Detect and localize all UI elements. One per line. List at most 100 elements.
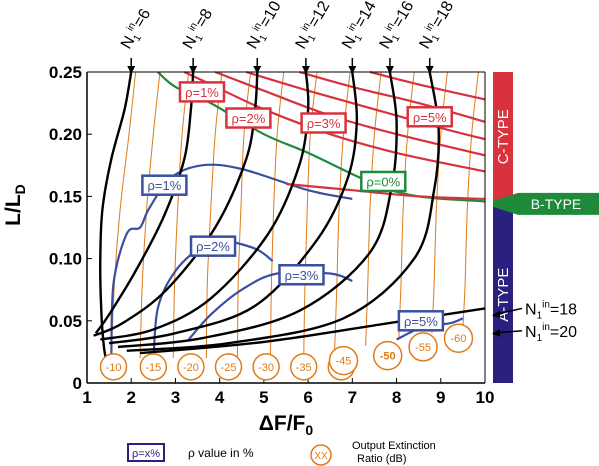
n-contour-12 bbox=[100, 71, 310, 341]
rho-curve-c-8 bbox=[298, 70, 486, 123]
y-tick-label-3: 0.15 bbox=[49, 187, 82, 206]
y-tick-label-1: 0.05 bbox=[49, 312, 82, 331]
axes: 1 2 3 4 5 6 7 8 9 10 0 0.05 0.10 0.15 0.20 0.25 ΔF/F0 L/L… bbox=[2, 63, 494, 438]
top-n-label-8: N1in=8 bbox=[178, 5, 219, 53]
x-tick-label-1: 2 bbox=[126, 388, 135, 407]
rho-label-box-2 bbox=[278, 264, 325, 286]
legend-ext-circle-text: XX bbox=[314, 451, 328, 462]
top-n-label-18: N1in=18 bbox=[415, 0, 460, 54]
rho-label-box-8 bbox=[360, 170, 407, 193]
type-band-label-0: C-TYPE bbox=[495, 109, 512, 164]
y-axis-label: L/LD bbox=[2, 184, 28, 226]
top-n-label-6: N1in=6 bbox=[116, 5, 157, 53]
rho-curve-c-10 bbox=[285, 182, 486, 200]
x-tick-label-0: 1 bbox=[82, 388, 91, 407]
extinction-curve-8 bbox=[365, 71, 382, 346]
n-contour-8 bbox=[94, 71, 195, 334]
ext-label-2: -20 bbox=[183, 362, 199, 374]
ext-label-1: -15 bbox=[145, 362, 161, 374]
type-band-1 bbox=[493, 206, 513, 383]
x-tick-label-4: 5 bbox=[259, 388, 268, 407]
ext-circle-8 bbox=[372, 340, 403, 371]
y-tick-label-2: 0.10 bbox=[49, 250, 82, 269]
rho-label-6: ρ=3% bbox=[307, 116, 341, 131]
rho-label-box-5 bbox=[225, 107, 272, 129]
ext-circle-2 bbox=[177, 353, 205, 381]
ext-label-4: -30 bbox=[258, 362, 274, 374]
rho-label-3: ρ=5% bbox=[404, 314, 438, 329]
top-n-label-12: N1in=12 bbox=[291, 0, 336, 54]
ext-label-9: -55 bbox=[415, 342, 431, 354]
top-n-label-16: N1in=16 bbox=[375, 0, 420, 54]
extinction-curve-11 bbox=[462, 71, 479, 328]
b-type-label: B-TYPE bbox=[531, 196, 582, 212]
rho-label-box-6 bbox=[300, 112, 347, 134]
rho-label-box-4 bbox=[178, 81, 226, 103]
ext-circle-4 bbox=[252, 353, 280, 381]
right-arrowhead-0 bbox=[492, 310, 500, 319]
ext-label-10: -60 bbox=[451, 333, 467, 345]
rho-label-box-0 bbox=[141, 174, 188, 196]
top-arrowhead-3 bbox=[301, 66, 310, 74]
legend-rho-box bbox=[127, 443, 165, 462]
legend-rho-box-text: ρ=x% bbox=[132, 448, 160, 460]
ext-label-7: -45 bbox=[336, 356, 352, 368]
top-arrowhead-4 bbox=[348, 66, 357, 74]
x-tick-label-2: 3 bbox=[171, 388, 180, 407]
ext-circle-0 bbox=[99, 353, 128, 381]
rho-label-5: ρ=2% bbox=[232, 111, 266, 126]
ext-label-5: -35 bbox=[296, 362, 312, 374]
y-tick-label-4: 0.20 bbox=[49, 125, 82, 144]
legend-rho-text: ρ value in % bbox=[188, 446, 254, 460]
ext-circle-5 bbox=[289, 353, 318, 381]
ext-circle-3 bbox=[214, 353, 243, 381]
x-tick-label-3: 4 bbox=[215, 388, 225, 407]
x-tick-label-5: 6 bbox=[303, 388, 312, 407]
right-arrowhead-1 bbox=[492, 328, 500, 337]
rho-label-7: ρ=5% bbox=[413, 110, 447, 125]
x-tick-label-6: 7 bbox=[348, 388, 357, 407]
b-type-tag bbox=[493, 192, 599, 215]
y-tick-label-0: 0 bbox=[73, 374, 82, 393]
annotation-labels: N1in=6 N1in=8 N1in=10N1in=12N1in=14N1in=16… bbox=[99, 0, 577, 381]
rho-curve-a-2 bbox=[187, 270, 353, 341]
type-band-label-1: A-TYPE bbox=[495, 268, 512, 322]
legend-ext-text-1: Output Extinction bbox=[352, 440, 436, 452]
legend-ext-circle bbox=[310, 444, 332, 466]
extinction-curve-2 bbox=[172, 71, 190, 359]
top-arrowhead-6 bbox=[425, 66, 434, 74]
y-tick-label-5: 0.25 bbox=[49, 63, 82, 82]
ext-circle-10 bbox=[443, 323, 474, 353]
ext-label-8: -50 bbox=[380, 351, 396, 363]
rho-label-box-3 bbox=[397, 310, 445, 332]
x-tick-label-8: 9 bbox=[436, 388, 445, 407]
legend: ρ=x% ρ value in % XX Output Extinction R… bbox=[127, 440, 436, 466]
right-n-label-20: N1in=20 bbox=[525, 322, 577, 344]
rho-curve-c-9 bbox=[369, 70, 486, 101]
ext-circle-7 bbox=[328, 345, 359, 376]
type-band-0 bbox=[493, 72, 513, 202]
rho-curve-c-7 bbox=[245, 70, 486, 141]
rho-label-0: ρ=1% bbox=[147, 178, 181, 193]
rho-label-2: ρ=3% bbox=[285, 268, 319, 283]
ext-label-3: -25 bbox=[221, 362, 237, 374]
rho-label-4: ρ=1% bbox=[185, 85, 219, 100]
top-arrowhead-0 bbox=[127, 66, 136, 74]
top-n-label-14: N1in=14 bbox=[337, 0, 382, 54]
ext-label-0: -10 bbox=[106, 362, 122, 374]
n-contour-16 bbox=[117, 71, 398, 349]
ext-circle-1 bbox=[139, 353, 168, 381]
extinction-curve-3 bbox=[205, 71, 223, 359]
top-arrowhead-2 bbox=[253, 66, 262, 74]
rho-label-1: ρ=2% bbox=[196, 239, 230, 254]
n-contour-6 bbox=[99, 71, 133, 365]
top-arrowhead-5 bbox=[385, 66, 394, 74]
n-contour-18 bbox=[126, 71, 440, 352]
right-arrow-0 bbox=[495, 307, 523, 316]
top-n-label-10: N1in=10 bbox=[242, 0, 287, 54]
rho-label-8: ρ=0% bbox=[366, 174, 400, 189]
rho-label-box-1 bbox=[189, 235, 237, 257]
x-tick-label-9: 10 bbox=[476, 388, 495, 407]
x-axis-label: ΔF/F0 bbox=[259, 412, 314, 438]
